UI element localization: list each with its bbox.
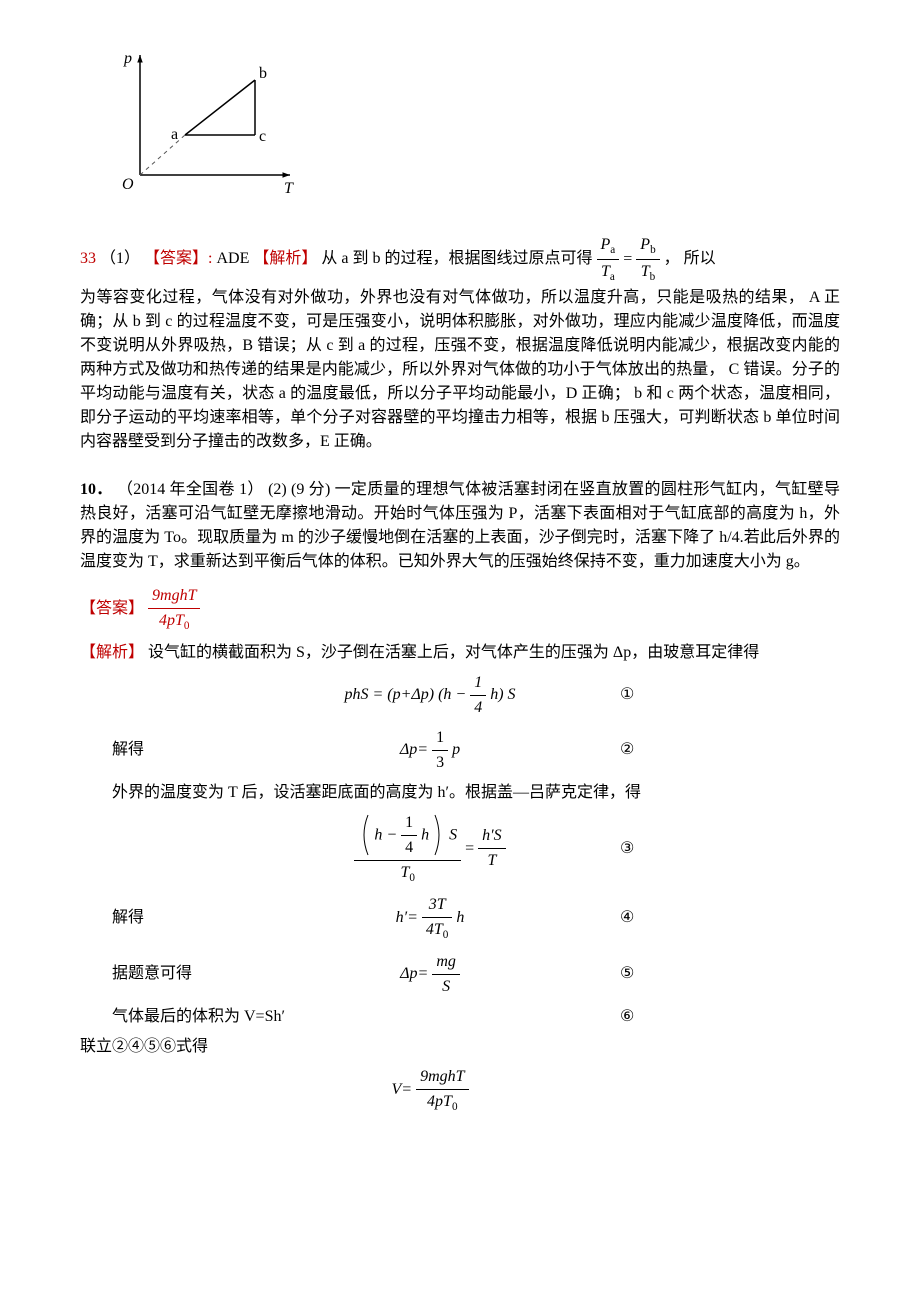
line-t: 外界的温度变为 T 后，设活塞距底面的高度为 h′。根据盖—吕萨克定律，得: [80, 781, 840, 805]
q10-stem: 10． （2014 年全国卷 1） (2) (9 分) 一定质量的理想气体被活塞…: [80, 478, 840, 574]
q10-explain-label: 【解析】: [80, 644, 144, 661]
q10-ans-den-sub: 0: [184, 620, 190, 632]
q33-part: （1）: [100, 250, 140, 267]
svg-text:b: b: [259, 65, 267, 82]
eq2-body: Δp= 13 p: [400, 726, 460, 775]
eq4-den-sub: 0: [443, 929, 449, 941]
q33-frac-num-l: P: [601, 236, 611, 253]
eq3: h − 14 h S T0 = h′S T ③: [80, 811, 840, 887]
lparen-icon: [358, 814, 370, 856]
q33-frac: Pa Ta = Pb Tb: [597, 250, 664, 267]
eq7-num: 9mghT: [420, 1068, 464, 1085]
eq2-tag: ②: [620, 738, 680, 762]
pt-diagram: Op Ta b c: [110, 40, 840, 213]
q33-lead: 从 a 到 b 的过程，根据图线过原点可得: [321, 250, 592, 267]
eq1-tag: ①: [620, 683, 680, 707]
eq3-body: h − 14 h S T0 = h′S T: [354, 811, 505, 887]
eq5-num: mg: [436, 953, 456, 970]
q33-answer-value: ADE: [216, 250, 249, 267]
eq7: V= 9mghT 4pT0: [80, 1065, 840, 1116]
q33-after-frac: ， 所以: [664, 250, 716, 267]
q33-answer-brackets: 【答案】:: [144, 250, 216, 267]
q33-body: 为等容变化过程，气体没有对外做功，外界也没有对气体做功，所以温度升高，只能是吸热…: [80, 286, 840, 454]
eq6-tag: ⑥: [620, 1005, 680, 1029]
eq4-num: 3T: [429, 896, 446, 913]
q10-answer-frac: 9mghT 4pT0: [148, 584, 200, 635]
eq3-tag: ③: [620, 837, 680, 861]
eq2-label: 解得: [80, 738, 240, 762]
eq5-den: S: [442, 978, 450, 995]
eq4-line: 解得 h′= 3T 4T0 h ④: [80, 893, 840, 944]
svg-text:O: O: [122, 176, 134, 193]
eq1-body: phS = (p+Δp) (h − 14 h) S: [344, 671, 515, 720]
svg-text:c: c: [259, 128, 266, 145]
eq2-lhs: Δp=: [400, 741, 428, 758]
q33-line1: 33 （1） 【答案】: ADE 【解析】 从 a 到 b 的过程，根据图线过原…: [80, 233, 840, 286]
q10-answer-label: 【答案】: [80, 600, 144, 617]
eq5-line: 据题意可得 Δp= mg S ⑤: [80, 950, 840, 999]
q33-block: 33 （1） 【答案】: ADE 【解析】 从 a 到 b 的过程，根据图线过原…: [80, 233, 840, 454]
eq5-tag: ⑤: [620, 962, 680, 986]
q10-block: 10． （2014 年全国卷 1） (2) (9 分) 一定质量的理想气体被活塞…: [80, 478, 840, 1116]
eq2-den: 3: [432, 751, 448, 775]
eq4-den: 4T: [426, 921, 443, 938]
svg-text:p: p: [123, 50, 132, 67]
eq4-tag: ④: [620, 906, 680, 930]
q10-ans-den: 4pT: [159, 612, 184, 629]
eq6-line: 气体最后的体积为 V=Sh′ ⑥: [80, 1005, 840, 1029]
eq4-body: h′= 3T 4T0 h: [396, 893, 465, 944]
q33-answer-label: 【答案】: [144, 250, 208, 267]
q33-frac-den-sub-r: b: [650, 271, 656, 283]
q33-frac-num-r: P: [640, 236, 650, 253]
eq1: phS = (p+Δp) (h − 14 h) S ①: [80, 671, 840, 720]
q10-source: （2014 年全国卷 1）: [117, 481, 264, 498]
rparen-icon: [433, 814, 445, 856]
q33-frac-sub-l: a: [610, 244, 615, 256]
eq7-den-sub: 0: [452, 1101, 458, 1113]
eq2-line: 解得 Δp= 13 p ②: [80, 726, 840, 775]
eq7-den: 4pT: [427, 1093, 452, 1110]
eq2-num: 1: [432, 726, 448, 751]
eq4-lhs: h′=: [396, 909, 418, 926]
q10-explain-line: 【解析】 设气缸的横截面积为 S，沙子倒在活塞上后，对气体产生的压强为 Δp，由…: [80, 641, 840, 665]
svg-text:a: a: [171, 126, 178, 143]
q10-part: (2) (9 分): [268, 481, 330, 498]
eq5-body: Δp= mg S: [400, 950, 460, 999]
eq5-label: 据题意可得: [80, 962, 240, 986]
q10-explain-lead: 设气缸的横截面积为 S，沙子倒在活塞上后，对气体产生的压强为 Δp，由玻意耳定律…: [148, 644, 759, 661]
q10-ans-num: 9mghT: [152, 587, 196, 604]
eq4-rhs: h: [456, 909, 464, 926]
q33-frac-den-l: T: [601, 263, 610, 280]
q33-frac-sub-r: b: [650, 244, 656, 256]
q10-answer-line: 【答案】 9mghT 4pT0: [80, 584, 840, 635]
q33-answer-colon: :: [208, 250, 212, 267]
eq7-body: V= 9mghT 4pT0: [391, 1065, 468, 1116]
q33-frac-den-r: T: [641, 263, 650, 280]
eq4-label: 解得: [80, 906, 240, 930]
eq5-lhs: Δp=: [400, 965, 428, 982]
svg-text:T: T: [284, 180, 294, 197]
eq7-lhs: V=: [391, 1081, 412, 1098]
q33-explain-label: 【解析】: [253, 250, 317, 267]
pt-diagram-svg: Op Ta b c: [110, 40, 300, 205]
q33-number: 33: [80, 250, 96, 267]
eq2-rhs: p: [452, 741, 460, 758]
q33-frac-den-sub-l: a: [610, 271, 615, 283]
eq6-label: 气体最后的体积为 V=Sh′: [80, 1005, 620, 1029]
line-join: 联立②④⑤⑥式得: [80, 1035, 840, 1059]
q10-number: 10．: [80, 481, 113, 498]
